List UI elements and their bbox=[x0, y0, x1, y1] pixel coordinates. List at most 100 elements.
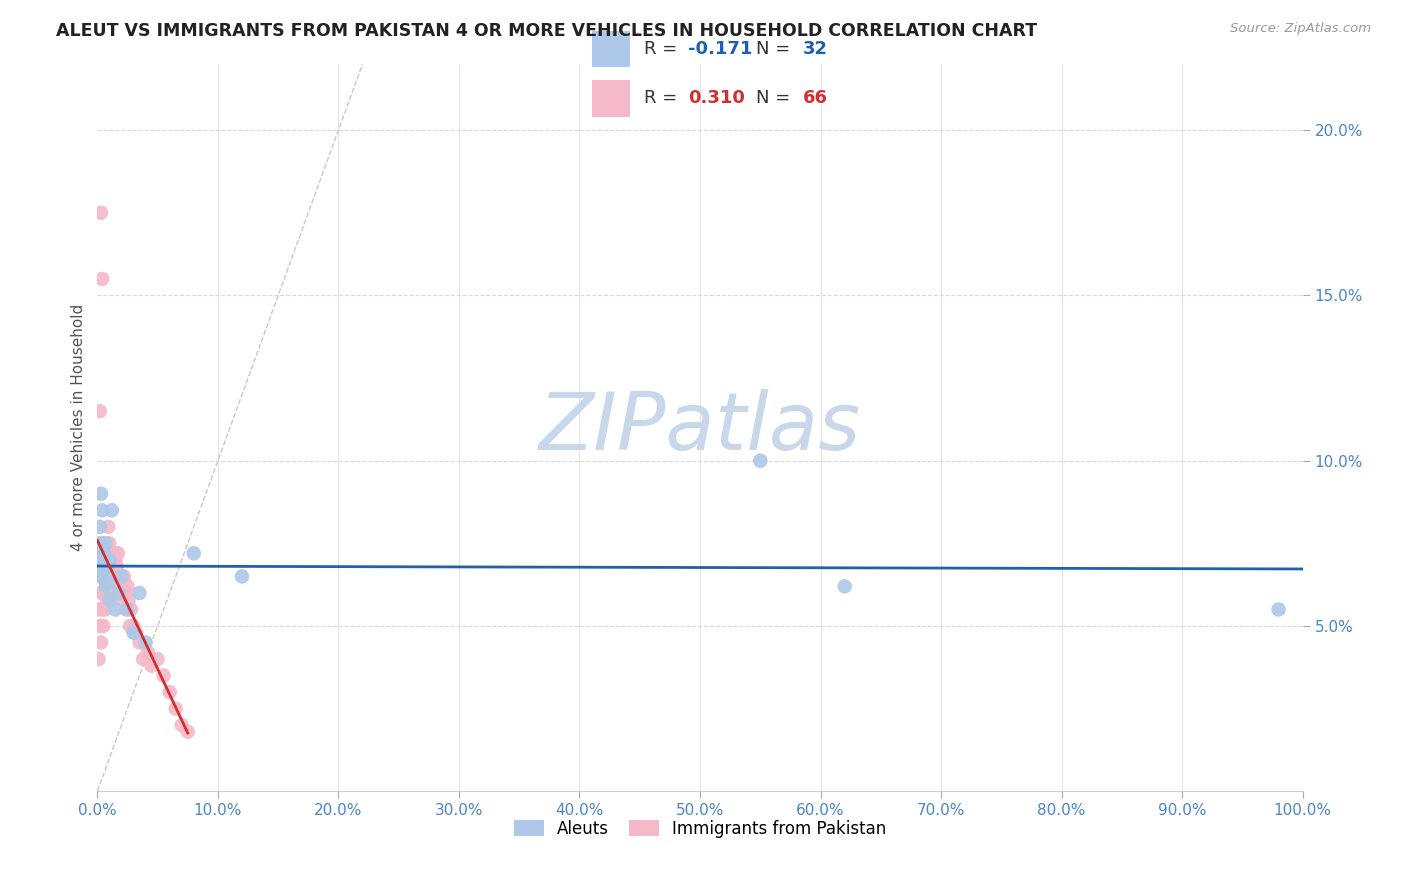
Point bbox=[93, 569, 115, 583]
Point bbox=[108, 586, 131, 600]
Point bbox=[112, 569, 135, 583]
Point bbox=[91, 602, 114, 616]
Point bbox=[90, 546, 112, 560]
Point bbox=[170, 718, 193, 732]
Point bbox=[93, 559, 115, 574]
Point bbox=[97, 546, 120, 560]
Text: R =: R = bbox=[644, 40, 683, 58]
Text: ALEUT VS IMMIGRANTS FROM PAKISTAN 4 OR MORE VEHICLES IN HOUSEHOLD CORRELATION CH: ALEUT VS IMMIGRANTS FROM PAKISTAN 4 OR M… bbox=[56, 22, 1038, 40]
Point bbox=[104, 569, 127, 583]
Point bbox=[108, 569, 131, 583]
Point bbox=[93, 546, 115, 560]
Point bbox=[135, 635, 157, 649]
Point bbox=[96, 592, 118, 607]
Bar bbox=[592, 79, 630, 117]
Point bbox=[98, 592, 121, 607]
Point bbox=[96, 559, 118, 574]
Point bbox=[132, 652, 155, 666]
Point bbox=[89, 553, 111, 567]
Point bbox=[1267, 602, 1289, 616]
Point bbox=[93, 602, 115, 616]
Point bbox=[165, 701, 187, 715]
Point bbox=[98, 559, 121, 574]
Point bbox=[834, 579, 856, 593]
Point bbox=[94, 553, 117, 567]
Point bbox=[98, 536, 121, 550]
Point bbox=[91, 536, 114, 550]
Point bbox=[146, 652, 169, 666]
Point bbox=[90, 635, 112, 649]
Point bbox=[94, 536, 117, 550]
Point bbox=[110, 586, 132, 600]
Point bbox=[101, 569, 124, 583]
Point bbox=[117, 579, 139, 593]
Point bbox=[120, 602, 142, 616]
Point bbox=[98, 553, 121, 567]
Point bbox=[93, 536, 115, 550]
Point bbox=[93, 559, 115, 574]
Text: Source: ZipAtlas.com: Source: ZipAtlas.com bbox=[1230, 22, 1371, 36]
Text: R =: R = bbox=[644, 89, 683, 107]
Point bbox=[128, 635, 150, 649]
Point bbox=[94, 536, 117, 550]
Point bbox=[90, 586, 112, 600]
Point bbox=[87, 602, 110, 616]
Point bbox=[177, 724, 200, 739]
Point bbox=[101, 586, 124, 600]
Point bbox=[128, 586, 150, 600]
Point bbox=[101, 503, 124, 517]
Point bbox=[107, 546, 129, 560]
Point bbox=[118, 619, 141, 633]
Text: N =: N = bbox=[756, 40, 796, 58]
Text: ZIPatlas: ZIPatlas bbox=[538, 389, 860, 467]
Point bbox=[231, 569, 253, 583]
Point bbox=[118, 592, 141, 607]
Point bbox=[89, 569, 111, 583]
Point bbox=[110, 592, 132, 607]
Point bbox=[94, 579, 117, 593]
Point bbox=[90, 206, 112, 220]
Point bbox=[93, 553, 115, 567]
Point bbox=[103, 546, 125, 560]
Text: N =: N = bbox=[756, 89, 796, 107]
Point bbox=[91, 272, 114, 286]
Point bbox=[90, 546, 112, 560]
Y-axis label: 4 or more Vehicles in Household: 4 or more Vehicles in Household bbox=[72, 304, 86, 551]
Point bbox=[100, 569, 122, 583]
Point bbox=[90, 487, 112, 501]
Point bbox=[89, 404, 111, 418]
Point bbox=[159, 685, 181, 699]
Point bbox=[117, 602, 139, 616]
Point bbox=[101, 553, 124, 567]
Point bbox=[749, 454, 772, 468]
Point bbox=[96, 569, 118, 583]
Point bbox=[93, 569, 115, 583]
Text: 0.310: 0.310 bbox=[688, 89, 745, 107]
Point bbox=[183, 546, 205, 560]
Bar bbox=[592, 30, 630, 68]
Point bbox=[87, 652, 110, 666]
Point bbox=[93, 586, 115, 600]
Point bbox=[89, 619, 111, 633]
Point bbox=[141, 658, 163, 673]
Point bbox=[94, 586, 117, 600]
Point bbox=[91, 503, 114, 517]
Point bbox=[114, 586, 136, 600]
Point bbox=[96, 553, 118, 567]
Point bbox=[97, 520, 120, 534]
Point bbox=[122, 625, 145, 640]
Point bbox=[90, 569, 112, 583]
Text: -0.171: -0.171 bbox=[688, 40, 752, 58]
Point bbox=[93, 546, 115, 560]
Point bbox=[97, 576, 120, 591]
Point bbox=[93, 553, 115, 567]
Point bbox=[93, 619, 115, 633]
Point bbox=[98, 579, 121, 593]
Point bbox=[94, 569, 117, 583]
Point bbox=[105, 559, 128, 574]
Point bbox=[122, 619, 145, 633]
Point bbox=[110, 569, 132, 583]
Point bbox=[104, 602, 127, 616]
Point bbox=[87, 536, 110, 550]
Text: 32: 32 bbox=[803, 40, 828, 58]
